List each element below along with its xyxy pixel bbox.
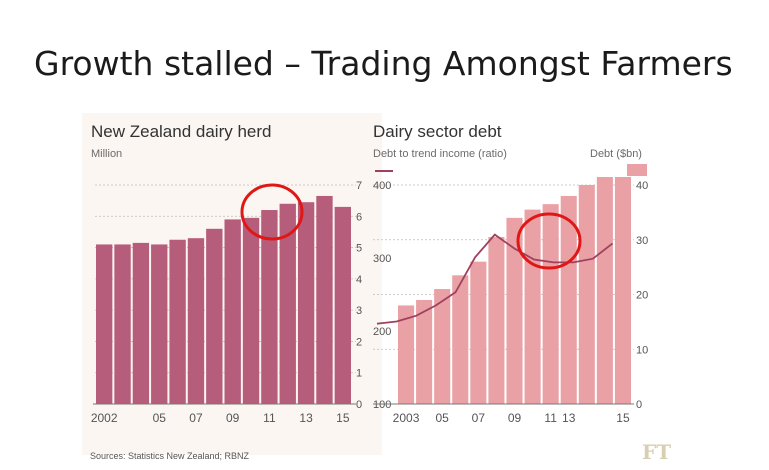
herd-y-tick-label: 2 — [356, 336, 362, 348]
herd-x-tick-label: 09 — [226, 411, 240, 425]
herd-bar — [261, 210, 278, 404]
debt-bar — [470, 261, 487, 404]
herd-y-tick-label: 3 — [356, 305, 362, 317]
debt-bar — [488, 237, 505, 404]
herd-y-tick-label: 5 — [356, 243, 362, 255]
debt-left-tick-label: 300 — [373, 253, 391, 265]
herd-bar — [151, 244, 168, 404]
debt-bar — [506, 217, 523, 404]
debt-right-tick-label: 0 — [636, 399, 642, 411]
debt-bar-key — [627, 164, 647, 176]
debt-left-tick-label: 400 — [373, 180, 391, 192]
herd-bar — [187, 238, 205, 404]
debt-bar — [524, 209, 541, 404]
annotation-circle-debt — [516, 212, 582, 270]
debt-left-tick-label: 100 — [373, 399, 391, 411]
debt-right-tick-label: 40 — [636, 180, 648, 192]
debt-left-tick-label: 200 — [373, 326, 391, 338]
herd-y-tick-label: 4 — [356, 274, 362, 286]
ratio-line-key — [375, 170, 393, 172]
herd-bar — [206, 228, 223, 404]
herd-bar — [132, 242, 150, 404]
debt-bar — [416, 299, 433, 404]
herd-chart-ylabel: Million — [91, 148, 123, 160]
debt-bar — [596, 177, 613, 404]
herd-y-tick-label: 0 — [356, 399, 362, 411]
herd-bar — [169, 239, 186, 404]
debt-bar — [614, 177, 631, 404]
herd-bar — [114, 244, 131, 404]
ft-logo: FT — [642, 440, 672, 464]
debt-x-tick-label: 05 — [436, 411, 450, 425]
debt-chart-title: Dairy sector debt — [373, 122, 502, 141]
herd-y-tick-label: 1 — [356, 368, 362, 380]
herd-x-tick-label: 07 — [189, 411, 203, 425]
herd-bar — [242, 217, 260, 404]
debt-bar — [560, 195, 577, 404]
herd-bar — [334, 206, 351, 404]
herd-bar — [96, 244, 113, 404]
herd-x-tick-label: 2002 — [91, 411, 118, 425]
debt-x-tick-label: 07 — [472, 411, 486, 425]
herd-x-tick-label: 15 — [336, 411, 350, 425]
herd-bar — [279, 203, 296, 404]
herd-y-tick-label: 7 — [356, 180, 362, 192]
annotation-circle-herd — [240, 183, 304, 241]
debt-x-tick-label: 11 — [544, 411, 557, 425]
herd-bar — [297, 202, 315, 404]
debt-bar — [398, 305, 415, 404]
debt-right-tick-label: 30 — [636, 235, 648, 247]
debt-x-tick-label: 09 — [508, 411, 522, 425]
debt-bar — [578, 185, 595, 404]
debt-right-tick-label: 10 — [636, 344, 648, 356]
debt-left-axis-label: Debt to trend income (ratio) — [373, 148, 507, 160]
herd-bar — [316, 195, 333, 404]
debt-bar — [452, 275, 469, 404]
debt-right-tick-label: 20 — [636, 290, 648, 302]
debt-x-tick-label: 15 — [616, 411, 630, 425]
slide-title: Growth stalled – Trading Amongst Farmers — [34, 44, 733, 83]
source-note: Sources: Statistics New Zealand; RBNZ — [90, 451, 250, 461]
debt-x-tick-label: 13 — [562, 411, 576, 425]
debt-right-axis-label: Debt ($bn) — [590, 148, 642, 160]
debt-x-tick-label: 2003 — [393, 411, 420, 425]
herd-x-tick-label: 05 — [153, 411, 167, 425]
herd-x-tick-label: 11 — [263, 411, 276, 425]
herd-bar — [224, 219, 241, 404]
ratio-line — [376, 233, 614, 325]
debt-bar — [434, 289, 451, 404]
debt-bar — [542, 204, 559, 404]
herd-y-tick-label: 6 — [356, 211, 362, 223]
herd-x-tick-label: 13 — [299, 411, 313, 425]
herd-chart-title: New Zealand dairy herd — [91, 122, 272, 141]
